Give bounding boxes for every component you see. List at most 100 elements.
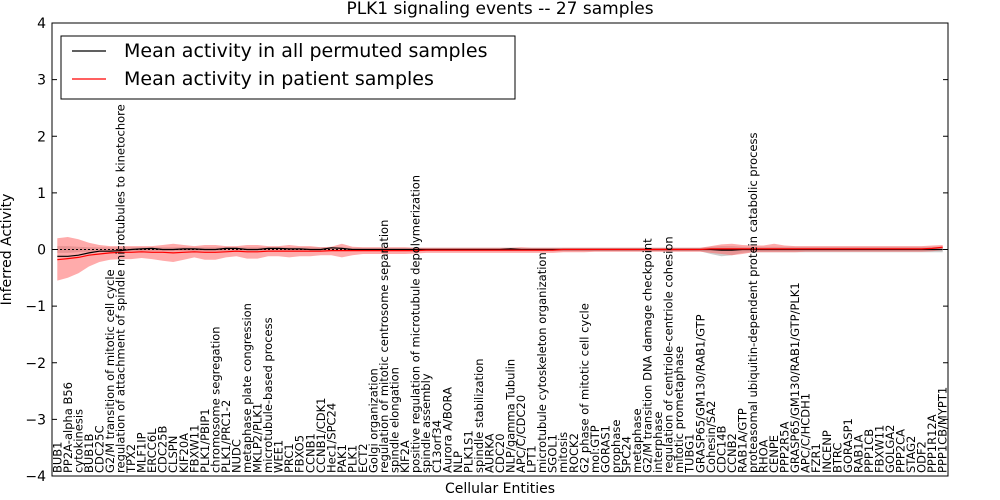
x-tick-label: FBXO5 [293, 435, 307, 473]
patient-band [57, 237, 943, 281]
x-tick-label: TUBG1 [683, 434, 697, 474]
x-tick-label: Aurora A/BORA [440, 387, 454, 473]
x-tick-label: PPP2CA [894, 429, 908, 473]
x-tick-label: FBXW11 [873, 425, 887, 473]
x-tick-label: SPC24 [620, 436, 634, 473]
legend-box [60, 35, 516, 100]
x-tick-label: RAB1A/GTP [735, 408, 749, 473]
x-tick-label: mitotic prometaphase [672, 346, 686, 473]
x-tick-label: ECT2 [356, 443, 370, 473]
x-tick-label: spindle elongation [388, 367, 402, 473]
x-tick-label: positive regulation of microtubule depol… [409, 175, 423, 473]
x-tick-label: G2/M transition of mitotic cell cycle [103, 269, 117, 473]
patient-mean-line [57, 246, 943, 261]
x-tick-label: PPP1R12A [925, 414, 939, 473]
x-tick-label: INCENP [820, 430, 834, 473]
x-tick-label: metaphase plate congression [240, 303, 254, 473]
x-tick-label: BUB1 [50, 442, 64, 474]
x-tick-label: CCNB1 [303, 433, 317, 473]
x-tick-label: chromosome segregation [208, 326, 222, 473]
x-tick-label: interphase [651, 411, 665, 473]
x-tick-label: mitosis [556, 432, 570, 473]
x-tick-label: prophase [609, 420, 623, 474]
x-tick-label: FBXW11 [187, 425, 201, 473]
x-tick-label: KIF2A [398, 440, 412, 473]
x-tick-label: LPT1 [525, 445, 539, 473]
y-tick-label: 4 [37, 16, 46, 32]
x-tick-label: PLK1S1 [461, 430, 475, 473]
x-tick-label: FZR1 [809, 443, 823, 473]
y-tick-label: −2 [25, 356, 46, 372]
x-tick-label: PP2A-alpha B56 [61, 382, 75, 473]
x-tick-label: NUDC [230, 439, 244, 473]
series-lines [57, 246, 943, 261]
x-tick-label: RHOA [757, 439, 771, 472]
x-tick-label: Golgi organization [367, 368, 381, 473]
y-tick-label: −1 [25, 299, 46, 315]
x-tick-label: MLF1IP [135, 432, 149, 473]
x-tick-label: MKLP2/PLK1 [251, 403, 265, 473]
y-tick-label: 1 [37, 186, 46, 202]
y-axis-ticks: −4 −3 −2 −1 0 1 2 3 4 [25, 16, 948, 485]
x-tick-label: microtubule cytoskeleton organization [535, 252, 549, 473]
x-tick-label: CLSPN [166, 436, 180, 473]
x-tick-label: APC/C/CDC20 [514, 395, 528, 473]
x-tick-label: GOLGA2 [883, 425, 897, 473]
x-tick-label: C13orf34 [430, 420, 444, 473]
x-tick-label: spindle stabilization [472, 358, 486, 473]
x-tick-label: cytokinesis [71, 409, 85, 473]
x-tick-label: KIF20A [177, 433, 191, 473]
x-tick-label: ERCC6L [145, 428, 159, 473]
x-tick-label: SGOL1 [546, 434, 560, 473]
legend-label-permuted: Mean activity in all permuted samples [124, 40, 487, 62]
confidence-bands [57, 237, 943, 281]
x-tick-label: PPP2R5A [778, 422, 792, 473]
x-tick-label: proteasomal ubiquitin-dependent protein … [746, 132, 760, 473]
x-tick-label: RAB1A [851, 434, 865, 473]
x-tick-label: microtubule-based process [261, 317, 275, 473]
x-tick-label: CDC25B [156, 425, 170, 473]
y-tick-label: −4 [25, 469, 46, 485]
x-tick-label: PRC1 [282, 443, 296, 473]
x-tick-label: GRASP65/GM130/RAB1/GTP/PLK1 [788, 282, 802, 473]
y-axis-label: Inferred Activity [0, 194, 15, 306]
x-tick-label: TPX2 [124, 444, 138, 474]
x-tick-label: GORAS1 [598, 425, 612, 473]
x-tick-label: GORASP1 [841, 418, 855, 473]
legend: Mean activity in all permuted samples Me… [60, 35, 516, 100]
x-tick-label: metaphase [630, 408, 644, 473]
x-tick-label: PLK1/PRC1-2 [219, 400, 233, 473]
x-tick-label: NLP [451, 451, 465, 473]
y-tick-label: 2 [37, 129, 46, 145]
x-tick-label: PLK1 [345, 445, 359, 473]
y-tick-label: −3 [25, 412, 46, 428]
x-tick-label: BTRC [830, 443, 844, 473]
y-tick-label: 0 [37, 243, 46, 259]
x-tick-label: CDC20 [493, 433, 507, 473]
x-tick-label: PLK1/PBIP1 [198, 408, 212, 473]
x-tick-label: CDC25C [92, 425, 106, 473]
x-tick-label: GRASP65/GM130/RAB1/GTP [693, 314, 707, 473]
x-tick-label: AURKA [483, 433, 497, 473]
x-tick-label: CENPE [767, 435, 781, 473]
x-tick-label: G2 phase of mitotic cell cycle [577, 303, 591, 473]
x-tick-label: regulation of attachment of spindle micr… [114, 104, 128, 473]
x-tick-label: PAK1 [335, 444, 349, 473]
x-tick-label: PPP1CB [862, 429, 876, 473]
x-tick-label: STAG2 [904, 436, 918, 473]
x-tick-label: CDC14B [714, 425, 728, 473]
x-tick-label: ODF2 [915, 441, 929, 473]
x-tick-label: PPP1CB/MYPT1 [936, 387, 950, 473]
legend-label-patient: Mean activity in patient samples [124, 68, 434, 90]
x-tick-label: G2/M transition DNA damage checkpoint [641, 238, 655, 473]
x-tick-label: NLP/gamma Tubulin [504, 359, 518, 473]
x-tick-label: CCNB2 [725, 433, 739, 473]
x-tick-label: CCNB1/CDK1 [314, 398, 328, 474]
x-tick-label: Cohesin/SA2 [704, 400, 718, 472]
x-tick-label: mol:GTP [588, 425, 602, 473]
chart-title: PLK1 signaling events -- 27 samples [346, 0, 653, 19]
x-tick-label: WEE1 [272, 440, 286, 473]
x-tick-label: regulation of centriole-centriole cohesi… [662, 236, 676, 473]
